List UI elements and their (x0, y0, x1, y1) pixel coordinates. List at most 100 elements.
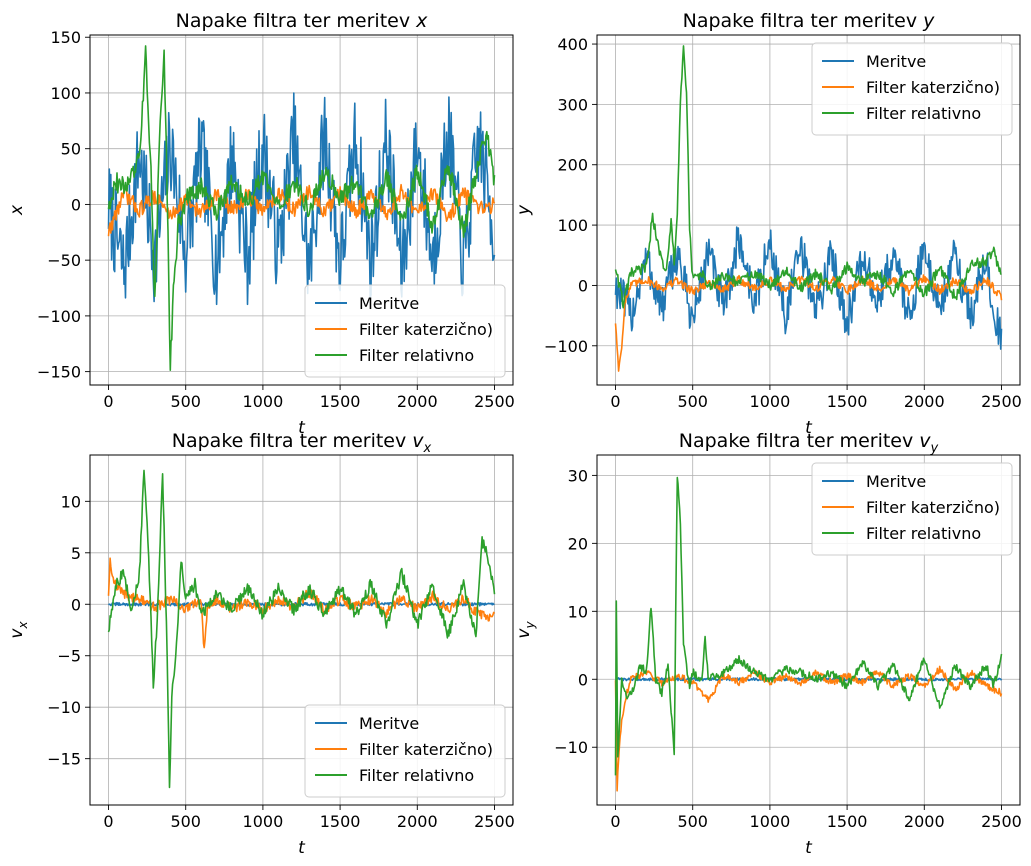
series-line-1 (614, 274, 1003, 372)
x-tick-label: 2500 (981, 392, 1022, 411)
x-tick-label: 0 (103, 392, 113, 411)
x-tick-label: 1500 (320, 392, 361, 411)
legend-label: Filter relativno (359, 766, 474, 785)
y-tick-label: 5 (71, 544, 81, 563)
y-tick-label: 10 (568, 602, 588, 621)
y-tick-label: 30 (568, 466, 588, 485)
y-tick-label: −10 (554, 738, 588, 757)
y-tick-label: −50 (47, 251, 81, 270)
x-tick-label: 2000 (397, 392, 438, 411)
axes-frame (596, 34, 1021, 386)
series-line-0 (107, 92, 496, 306)
y-label-var: v (7, 628, 27, 639)
legend-label: Filter katerzično) (866, 78, 1000, 97)
title-variable: v (412, 430, 424, 452)
y-label-subscript: x (16, 621, 30, 630)
title-text: Napake filtra ter meritev (679, 430, 920, 452)
y-tick-label: 200 (557, 156, 588, 175)
x-axis-label: t (298, 838, 306, 858)
y-tick-label: 50 (61, 140, 81, 159)
series-line-1 (614, 665, 1003, 792)
y-tick-label: −15 (47, 750, 81, 769)
x-tick-label: 1500 (320, 812, 361, 831)
legend: Meritve Filter katerzično) Filter relativn… (811, 42, 1013, 136)
y-tick-label: 0 (578, 670, 588, 689)
legend-box (811, 462, 1013, 556)
x-tick-label: 500 (677, 392, 708, 411)
y-tick-label: −100 (37, 307, 81, 326)
subplot-x: 0 500 1000 1500 2000 2500 −150 −100 −50 0 50 100 150… (7, 10, 515, 438)
x-axis-label: t (805, 838, 813, 858)
legend-label: Meritve (359, 294, 419, 313)
plot-area (614, 476, 1003, 792)
legend-label: Filter katerzično) (359, 320, 493, 339)
y-tick-label: 300 (557, 95, 588, 114)
plot-area (107, 469, 496, 789)
x-tick-label: 500 (170, 812, 201, 831)
y-axis-label: y (514, 204, 534, 216)
x-tick-label: 2500 (474, 392, 515, 411)
y-tick-label: −5 (57, 647, 81, 666)
y-tick-label: 20 (568, 534, 588, 553)
series-line-2 (107, 469, 496, 789)
y-axis-label: vy (514, 621, 537, 639)
plot-area (614, 45, 1003, 372)
legend: Meritve Filter katerzično) Filter relativn… (304, 704, 506, 798)
y-label-var: y (514, 204, 534, 216)
legend-label: Filter relativno (866, 104, 981, 123)
axes-frame (89, 34, 514, 386)
legend: Meritve Filter katerzično) Filter relativn… (304, 284, 506, 378)
y-tick-label: −150 (37, 363, 81, 382)
x-tick-label: 500 (170, 392, 201, 411)
series-line-2 (107, 45, 496, 371)
plot-title: Napake filtra ter meritev x (176, 10, 429, 32)
x-tick-label: 2500 (474, 812, 515, 831)
x-tick-label: 0 (610, 812, 620, 831)
plot-title: Napake filtra ter meritev vx (172, 430, 432, 456)
axes-frame (596, 454, 1021, 806)
y-axis-label: x (7, 204, 27, 216)
legend-label: Filter katerzično) (866, 498, 1000, 517)
title-variable: y (922, 10, 935, 32)
x-tick-label: 1000 (243, 812, 284, 831)
subplot-y: 0 500 1000 1500 2000 2500 −100 0 100 200 300 400 Nap… (514, 10, 1022, 438)
x-tick-label: 2000 (904, 392, 945, 411)
legend-label: Filter katerzično) (359, 740, 493, 759)
x-tick-label: 0 (610, 392, 620, 411)
legend: Meritve Filter katerzično) Filter relativn… (811, 462, 1013, 556)
x-tick-label: 2500 (981, 812, 1022, 831)
legend-label: Meritve (866, 52, 926, 71)
title-subscript: y (930, 441, 939, 456)
subplot-vy: 0 500 1000 1500 2000 2500 −10 0 10 20 30 Napake fil… (514, 430, 1022, 858)
title-variable: x (415, 10, 428, 32)
title-subscript: x (423, 441, 432, 456)
y-tick-label: −100 (544, 337, 588, 356)
legend-label: Meritve (866, 472, 926, 491)
y-tick-label: 400 (557, 35, 588, 54)
x-tick-label: 1500 (827, 812, 868, 831)
title-variable: v (919, 430, 931, 452)
x-tick-label: 1500 (827, 392, 868, 411)
legend-label: Filter relativno (866, 524, 981, 543)
y-label-subscript: y (523, 621, 537, 630)
x-tick-label: 1000 (750, 812, 791, 831)
y-tick-label: 0 (71, 595, 81, 614)
x-tick-label: 500 (677, 812, 708, 831)
legend-box (304, 704, 506, 798)
x-tick-label: 0 (103, 812, 113, 831)
legend-box (811, 42, 1013, 136)
y-tick-label: 100 (50, 84, 81, 103)
x-axis-label: t (298, 418, 306, 438)
x-tick-label: 2000 (397, 812, 438, 831)
title-text: Napake filtra ter meritev (683, 10, 924, 32)
legend-label: Meritve (359, 714, 419, 733)
plot-title: Napake filtra ter meritev y (683, 10, 936, 32)
y-tick-label: 0 (71, 195, 81, 214)
title-text: Napake filtra ter meritev (172, 430, 413, 452)
series-line-0 (108, 601, 495, 607)
subplot-vx: 0 500 1000 1500 2000 2500 −15 −10 −5 0 5 10 Napake f… (7, 430, 515, 858)
x-tick-label: 1000 (243, 392, 284, 411)
legend-box (304, 284, 506, 378)
y-label-var: v (514, 628, 534, 639)
